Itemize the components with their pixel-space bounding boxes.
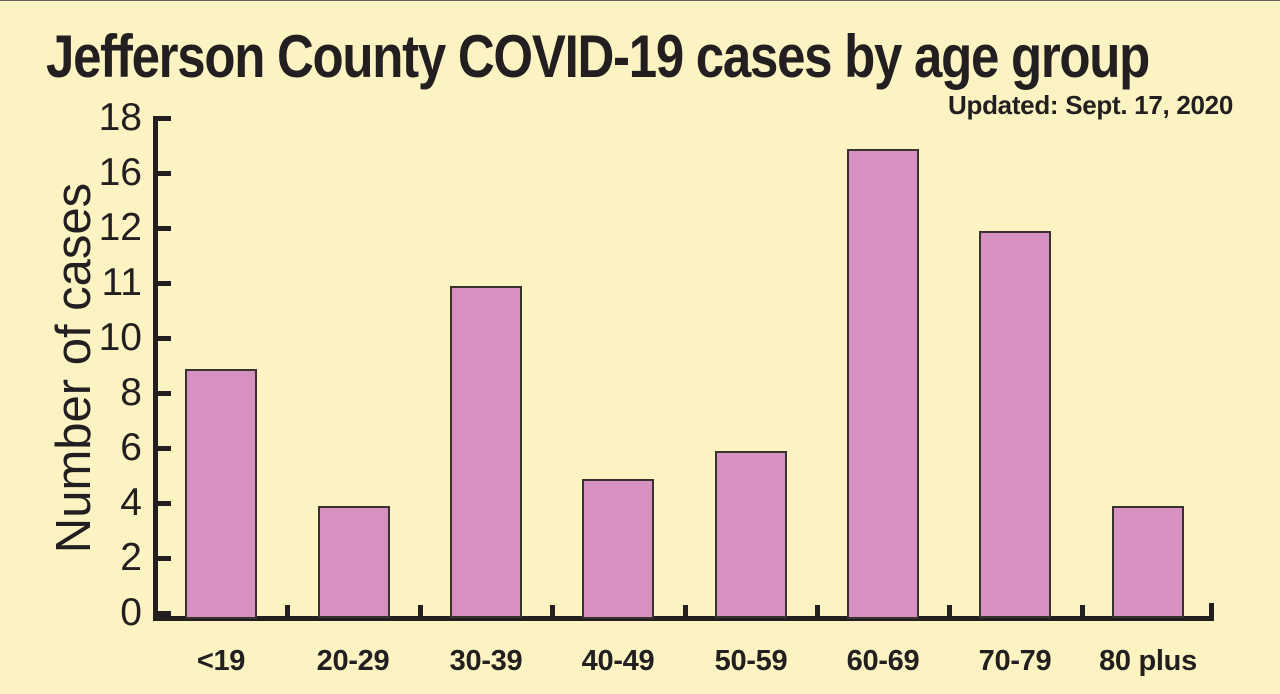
chart-title: Jefferson County COVID-19 cases by age g… — [46, 23, 1150, 90]
x-tick-label: <19 — [196, 645, 246, 677]
y-tick-label: 18 — [98, 96, 142, 139]
bar-70-79 — [979, 231, 1051, 618]
x-axis-end-tick — [1209, 603, 1214, 616]
bar-60-69 — [847, 149, 919, 619]
x-tick-label: 20-29 — [316, 645, 390, 677]
x-tick-label: 80 plus — [1099, 645, 1197, 677]
updated-date-label: Updated: Sept. 17, 2020 — [948, 90, 1233, 120]
x-axis-tick — [418, 605, 423, 616]
y-tick-label: 6 — [120, 426, 142, 469]
bar-30-39 — [450, 286, 522, 618]
y-axis-tick — [158, 116, 171, 121]
y-axis-tick — [158, 171, 171, 176]
bar-20-29 — [318, 506, 390, 618]
x-axis-tick — [947, 605, 952, 616]
x-axis-tick — [1080, 605, 1085, 616]
x-tick-label: 50-59 — [714, 645, 788, 677]
x-axis-tick — [285, 605, 290, 616]
y-axis-tick — [158, 446, 171, 451]
bar-<19 — [185, 369, 257, 619]
x-tick-label: 60-69 — [846, 645, 920, 677]
x-axis-tick — [683, 605, 688, 616]
x-axis-tick — [815, 605, 820, 616]
y-tick-label: 10 — [98, 316, 142, 359]
y-tick-label: 2 — [120, 536, 142, 579]
x-axis-line — [153, 616, 1214, 621]
y-axis-line — [153, 116, 158, 621]
bar-50-59 — [715, 451, 787, 618]
top-border-line — [0, 0, 1280, 1]
y-axis-tick — [158, 501, 171, 506]
y-axis-tick — [158, 611, 171, 616]
bar-40-49 — [582, 479, 654, 619]
x-tick-label: 30-39 — [449, 645, 523, 677]
y-tick-label: 16 — [98, 151, 142, 194]
y-tick-label: 12 — [98, 206, 142, 249]
y-axis-tick — [158, 556, 171, 561]
y-tick-label: 4 — [120, 481, 142, 524]
x-tick-label: 70-79 — [978, 645, 1052, 677]
y-axis-tick — [158, 281, 171, 286]
y-tick-label: 8 — [120, 371, 142, 414]
y-tick-label: 11 — [101, 261, 143, 304]
y-axis-tick — [158, 391, 171, 396]
bar-80 plus — [1112, 506, 1184, 618]
y-axis-tick — [158, 336, 171, 341]
x-axis-tick — [550, 605, 555, 616]
y-tick-label: 0 — [120, 591, 142, 634]
y-axis-tick — [158, 226, 171, 231]
x-tick-label: 40-49 — [581, 645, 655, 677]
